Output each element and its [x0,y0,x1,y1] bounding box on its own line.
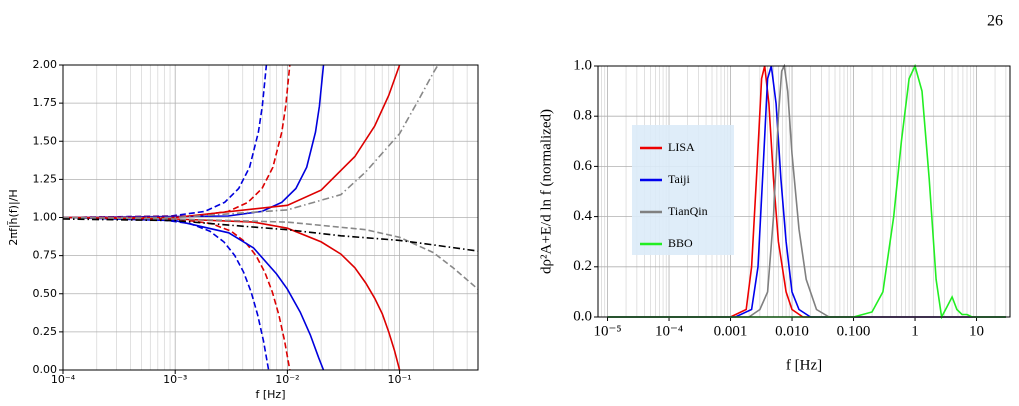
series-line [63,218,478,252]
y-axis-label: dρ²A+E/d ln f (normalized) [538,109,554,274]
y-tick-label: 0.25 [33,325,58,338]
x-tick-label: 10⁻⁴ [655,323,683,339]
page-number: 26 [987,13,1003,30]
x-tick-label: 10⁻⁵ [593,323,621,339]
legend-label: TianQin [668,204,708,218]
plot-frame [62,64,479,371]
x-tick-label: 1 [911,323,919,339]
series-line [63,64,325,219]
y-tick-label: 0.75 [33,249,58,262]
series-line [63,216,401,371]
y-tick-label: 0.2 [573,258,592,274]
y-tick-label: 1.0 [573,57,592,73]
series-line [63,64,439,219]
plot-frame [597,65,1011,318]
y-tick-label: 1.00 [33,211,58,224]
chart: 10⁻⁵ 10⁻⁴ 0.001 0.010 0.100 1 10 0.0 0.2 0.4 0.6 0.… [538,57,1011,373]
y-tick-label: 0.0 [573,308,592,324]
series-line [63,64,268,219]
x-axis-label: f [Hz] [256,388,286,401]
x-tick-label: 0.001 [714,323,748,339]
series-line [63,216,270,371]
x-tick-label: 0.100 [837,323,871,339]
series-line [607,64,1006,319]
chart: 10⁻⁴ 10⁻³ 10⁻² 10⁻¹ 0.00 0.25 0.50 0.75 1.00 1.25… [7,58,479,401]
x-tick-label: 10 [969,323,984,339]
legend-label: LISA [668,140,695,154]
y-tick-label: 1.25 [33,172,58,185]
y-tick-label: 0.6 [573,158,592,174]
y-tick-label: 2.00 [33,58,58,71]
x-tick-label: 10⁻⁴ [51,373,76,386]
series-line [63,64,291,219]
x-axis-label: f [Hz] [786,357,822,373]
x-tick-label: 0.010 [775,323,809,339]
y-tick-label: 1.50 [33,134,58,147]
x-tick-label: 10⁻² [275,373,299,386]
series-line [63,216,325,371]
legend-label: Taiji [668,172,690,186]
legend-label: BBO [668,236,693,250]
y-axis-label: 2πf|h̃(f)|/H [7,189,20,245]
x-tick-label: 10⁻¹ [387,373,411,386]
y-tick-label: 1.75 [33,96,58,109]
y-tick-label: 0.4 [573,208,592,224]
y-tick-label: 0.50 [33,287,58,300]
legend-box [632,125,734,255]
y-tick-label: 0.8 [573,108,592,124]
series-line [63,216,478,290]
x-tick-label: 10⁻³ [163,373,187,386]
y-tick-label: 0.00 [33,363,58,376]
series-line [607,65,1006,318]
